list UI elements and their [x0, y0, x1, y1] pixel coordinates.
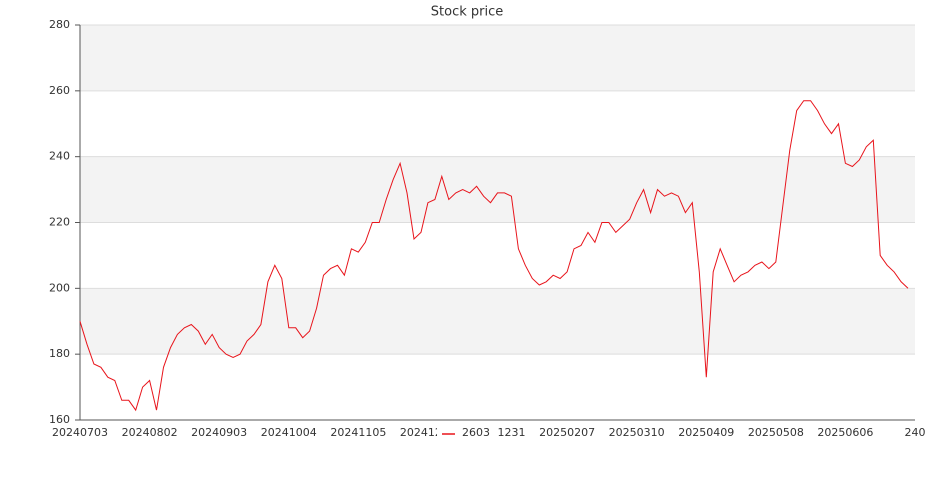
y-tick-label: 280	[49, 18, 70, 31]
plot-background	[80, 25, 915, 420]
grid-band	[80, 222, 915, 289]
x-tick-label: 20240703	[52, 426, 108, 439]
grid-band	[80, 25, 915, 91]
x-tick-label: 20240802	[122, 426, 178, 439]
grid-band	[80, 90, 915, 157]
chart-title: Stock price	[431, 5, 503, 20]
y-tick-label: 200	[49, 281, 70, 294]
x-tick-label: 20250508	[748, 426, 804, 439]
y-tick-label: 180	[49, 347, 70, 360]
price-line	[79, 100, 909, 412]
legend: 2603	[437, 424, 497, 442]
y-tick-label: 240	[49, 150, 70, 163]
x-tick-label: 20241105	[330, 426, 386, 439]
y-tick-label: 160	[49, 413, 70, 426]
legend-box	[437, 424, 497, 442]
x-tick-label: 20250207	[539, 426, 595, 439]
x-tick-label: 20250606	[817, 426, 873, 439]
grid-band	[80, 156, 915, 223]
y-tick-label: 220	[49, 216, 70, 229]
x-tick-label: 20250409	[678, 426, 734, 439]
legend-label: 2603	[462, 426, 490, 439]
x-tick-label: 20250310	[609, 426, 665, 439]
grid-band	[80, 288, 915, 355]
x-tick-label: 240	[905, 426, 926, 439]
x-tick-label: 20240903	[191, 426, 247, 439]
x-tick-label: 20241004	[261, 426, 317, 439]
y-tick-label: 260	[49, 84, 70, 97]
grid-band	[80, 354, 915, 420]
